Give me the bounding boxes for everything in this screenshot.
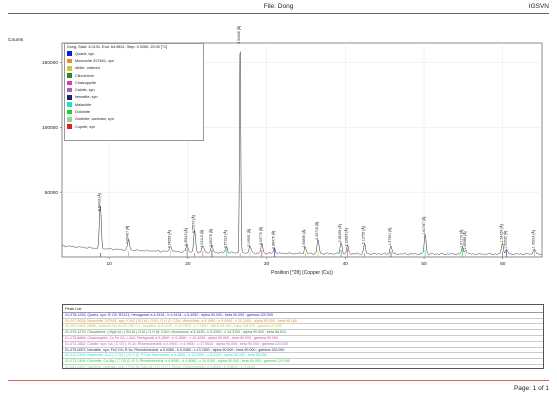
legend-label: Malachite xyxy=(75,102,92,107)
legend-item: Clinochlore xyxy=(65,72,203,79)
peak-label: 4.96052 [Å] xyxy=(167,230,172,248)
report-file-title: File: Dong xyxy=(263,3,294,10)
peak-label: 1.52932 [Å] xyxy=(503,231,508,249)
x-tick-label: 20 xyxy=(185,261,191,267)
legend-label: Goethite, cadmian, syn xyxy=(75,117,114,122)
footer-divider xyxy=(8,380,549,381)
legend-swatch xyxy=(67,87,72,93)
peak-list-row: 01-078-1253; Quartz, syn; Si O2; R3121; … xyxy=(63,313,543,319)
legend-swatch xyxy=(67,117,72,122)
legend-item: Calcite, syn xyxy=(65,86,203,93)
legend-swatch xyxy=(67,95,72,100)
legend-swatch xyxy=(67,124,72,129)
legend-swatch xyxy=(67,51,72,56)
y-tick-label: 50000 xyxy=(45,190,59,196)
legend-swatch xyxy=(67,102,72,108)
legend-item: Malachite xyxy=(65,101,203,108)
x-tick-label: 60 xyxy=(500,261,506,267)
peak-list-row: 00-010-0399; Malachite; Cu2 ( C O3 ) ( O… xyxy=(63,353,543,360)
y-tick-label: 150000 xyxy=(42,60,58,66)
legend-item: Albite, ordered xyxy=(65,65,203,72)
legend-label: Dolomite xyxy=(75,110,90,115)
peak-list-title: Peak List xyxy=(63,305,543,313)
peak-label: 3.34436 [Å] xyxy=(236,26,241,44)
peak-label: 2.88476 [Å] xyxy=(270,231,275,249)
peak-label: 3.85376 [Å] xyxy=(208,229,213,247)
peak-label: 1.81787 [Å] xyxy=(421,217,426,235)
legend-swatch xyxy=(67,80,72,86)
legend-item: Chalcopyrite xyxy=(65,79,203,86)
peak-list-row: 01-073-2409; Dolomite; Ca Mg ( C O3 )2; … xyxy=(63,359,543,365)
peak-label: 1.45314 [Å] xyxy=(530,230,535,248)
legend-swatch xyxy=(67,58,72,64)
peak-label: 2.56856 [Å] xyxy=(301,230,306,248)
x-tick-label: 50 xyxy=(421,261,427,267)
peak-label: 4.25570 [Å] xyxy=(191,215,196,233)
legend-label: Chalcopyrite xyxy=(75,80,97,85)
legend-header: Dong; Start: 4.0131; End: 64.9831; Step:… xyxy=(67,45,168,49)
report-org-name: IGSVN xyxy=(528,3,549,10)
legend-item: Dolomite xyxy=(65,108,203,115)
diffraction-trace xyxy=(61,51,542,256)
legend-label: Quartz, syn xyxy=(75,51,95,56)
peak-label: 2.12755 [Å] xyxy=(361,226,366,244)
legend-swatch xyxy=(67,109,72,115)
legend-label: Calcite, syn xyxy=(75,88,95,93)
header-divider xyxy=(8,13,549,14)
peak-label: 1.97961 [Å] xyxy=(387,228,392,246)
peak-list-row: 01-072-1652; Calcite, syn; Ca ( C O3 ); … xyxy=(63,342,543,348)
peak-label: 2.23824 [Å] xyxy=(344,228,349,246)
peak-label: 3.03776 [Å] xyxy=(258,227,263,245)
peak-list-row: 01-079-0007; hematite, syn; Fe2 O3; R-3c… xyxy=(63,348,543,354)
peak-label: 7.09407 [Å] xyxy=(125,226,130,244)
peak-label: 1.65988 [Å] xyxy=(462,232,467,250)
legend-item: Muscovite 2\ITM\1, syn xyxy=(65,57,203,64)
peak-list-panel: Peak List 01-078-1253; Quartz, syn; Si O… xyxy=(62,304,544,369)
legend-item: Goethite, cadmian, syn xyxy=(65,116,203,123)
legend-label: Muscovite 2\ITM\1, syn xyxy=(75,58,115,63)
peak-label: 2.28168 [Å] xyxy=(337,224,342,242)
legend-item: hematite, syn xyxy=(65,94,203,101)
xrd-pattern-chart: 9.94418 [Å] 7.09407 [Å] 4.96052 [Å] 4.45513… xyxy=(42,26,543,276)
legend-label: Cuprite, syn xyxy=(75,124,96,129)
legend-item: Cuprite, syn xyxy=(65,123,203,130)
legend-label: Clinochlore xyxy=(75,73,94,78)
peak-list-row: 00-007-0025; Muscovite 2\ITM\1, syn; K A… xyxy=(63,319,543,325)
peak-label: 4.04113 [Å] xyxy=(199,230,204,248)
peak-list-row: 01-081-0462; Goethite, cadmian, syn; ( F… xyxy=(63,365,543,368)
peak-label: 1.67179 [Å] xyxy=(458,230,463,248)
legend-label: hematite, syn xyxy=(75,95,98,100)
peak-label: 9.94418 [Å] xyxy=(96,193,101,211)
x-tick-label: 10 xyxy=(106,261,112,267)
peak-label: 4.45513 [Å] xyxy=(183,228,188,246)
y-tick-label: 100000 xyxy=(42,125,58,131)
peak-label: 2.45718 [Å] xyxy=(314,222,319,240)
legend-swatch xyxy=(67,73,72,78)
plot-frame xyxy=(61,42,543,258)
peak-label: 1.54159 [Å] xyxy=(498,224,503,242)
peak-list-row: 01-075-6866; Chalcopyrite; Cu Fe S2; I-4… xyxy=(63,336,543,342)
peak-label: 3.57312 [Å] xyxy=(222,230,227,248)
x-tick-label: 30 xyxy=(264,261,270,267)
legend-swatch xyxy=(67,65,72,71)
x-axis-label: Position [°2θ] (Copper (Cu)) xyxy=(271,270,333,276)
page-number: Page: 1 of 1 xyxy=(513,385,549,392)
peak-label: 3.19501 [Å] xyxy=(246,229,251,247)
y-axis-label: Counts xyxy=(8,38,24,43)
chart-legend: Dong; Start: 4.0131; End: 64.9831; Step:… xyxy=(64,43,204,141)
peak-list-row: 01-079-1270; Clinochlore; ( Mg5 Al ) ( S… xyxy=(63,330,543,336)
legend-item: Quartz, syn xyxy=(65,50,203,57)
legend-label: Albite, ordered xyxy=(75,66,100,71)
peak-list-row: 00-009-0466; Albite, ordered; Na Al Si3 … xyxy=(63,324,543,331)
x-tick-label: 40 xyxy=(343,261,349,267)
